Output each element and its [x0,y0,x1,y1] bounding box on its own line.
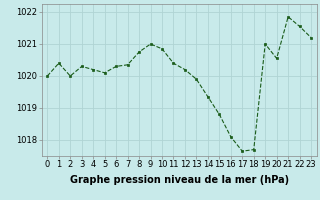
X-axis label: Graphe pression niveau de la mer (hPa): Graphe pression niveau de la mer (hPa) [70,175,289,185]
